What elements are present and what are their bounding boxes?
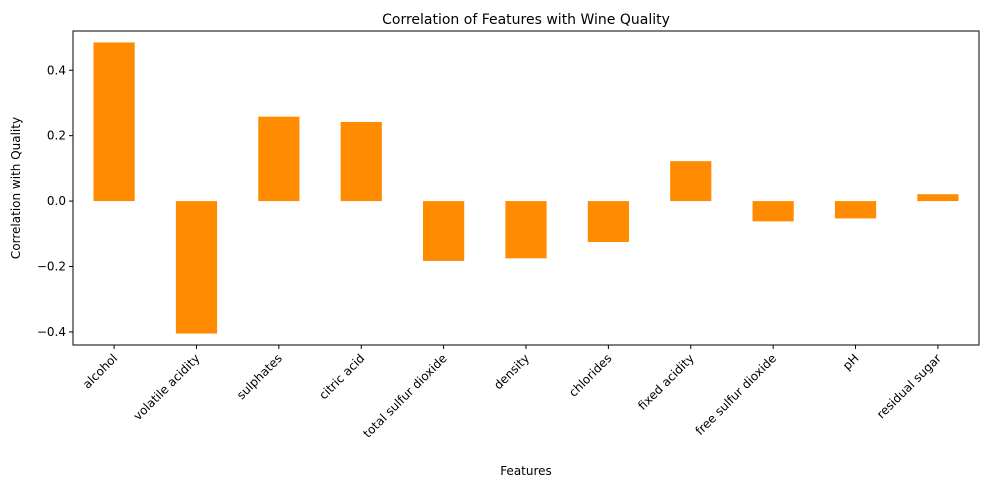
chart-title: Correlation of Features with Wine Qualit… — [382, 12, 670, 28]
y-tick-label: −0.2 — [37, 260, 66, 274]
y-tick-label: 0.4 — [47, 63, 66, 77]
y-tick-label: 0.2 — [47, 129, 66, 143]
bar-alcohol — [93, 42, 135, 202]
y-tick-label: 0.0 — [47, 194, 66, 208]
bar-sulphates — [258, 116, 300, 202]
y-tick-label: −0.4 — [37, 325, 66, 339]
bars — [93, 42, 959, 334]
bar-chlorides — [587, 201, 629, 242]
plot-frame — [72, 30, 980, 346]
bar-citric-acid — [340, 121, 382, 202]
bar-total-sulfur-dioxide — [423, 201, 465, 261]
bar-residual-sugar — [917, 194, 959, 202]
bar-ph — [834, 201, 877, 219]
bar-free-sulfur-dioxide — [752, 201, 794, 222]
y-axis-title: Correlation with Quality — [9, 117, 23, 259]
bar-density — [505, 201, 547, 259]
bar-volatile-acidity — [175, 201, 218, 334]
bar-fixed-acidity — [670, 161, 712, 202]
x-axis-title: Features — [500, 464, 552, 478]
y-axis: −0.4 −0.2 0.0 0.2 0.4 — [37, 63, 73, 339]
